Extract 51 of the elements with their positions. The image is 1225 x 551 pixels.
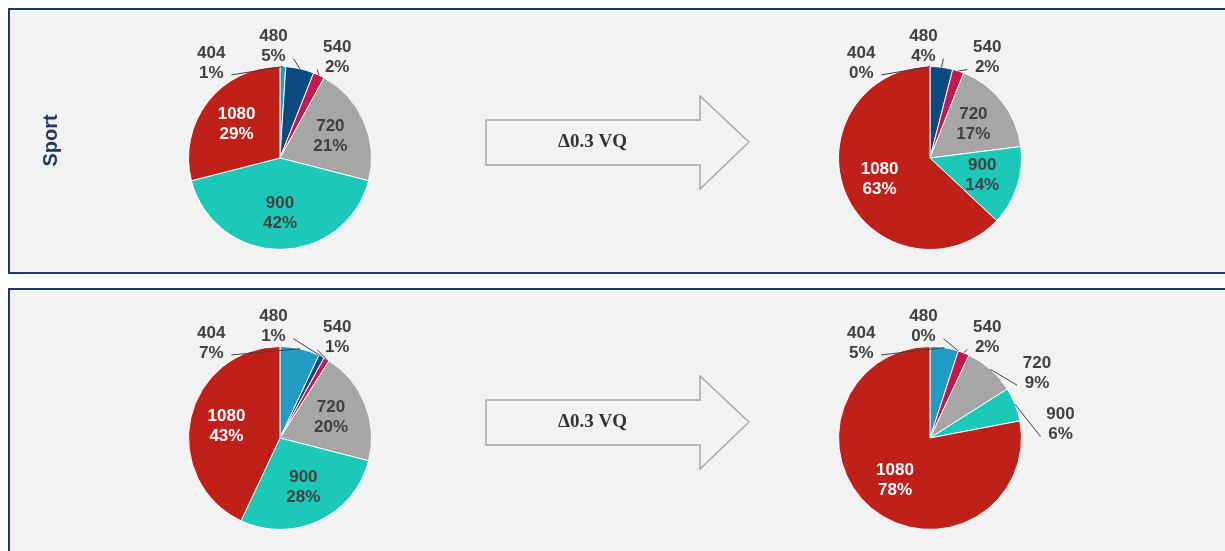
slice-label: 1080 [207, 405, 246, 425]
text: Δ0.3 VQ [557, 130, 628, 152]
slice-label: 900 [289, 467, 318, 487]
data-label: 2% [324, 57, 350, 77]
data-label: 2% [974, 337, 1000, 357]
slice-label: 720 [316, 115, 345, 135]
slice-label: 900 [968, 154, 997, 174]
slice-label: 1080 [860, 159, 899, 179]
slice-label: 720 [1022, 352, 1052, 372]
data-label: 29% [219, 124, 254, 144]
data-label: 1% [198, 62, 224, 82]
data-label: 4% [911, 46, 936, 66]
data-label: 78% [877, 479, 913, 499]
data-label: 9% [1024, 372, 1050, 392]
slice-label: 404 [847, 322, 876, 342]
slice-label: 540 [323, 37, 352, 57]
data-label: 1% [324, 337, 350, 357]
slice-label: 480 [259, 306, 288, 326]
data-label: 42% [262, 212, 298, 232]
data-label: 1% [261, 326, 286, 346]
slice-label: 1080 [217, 104, 256, 124]
slice-label: 900 [1046, 404, 1075, 424]
data-label: 6% [1048, 424, 1073, 444]
data-label: 5% [848, 342, 874, 362]
data-label: 63% [862, 179, 897, 199]
slice-label: 404 [197, 322, 226, 342]
slice-label: 900 [265, 192, 295, 212]
text: 0% [911, 326, 936, 346]
data-label: 28% [286, 487, 321, 507]
slice-label: 404 [197, 42, 226, 62]
slice-label: 1080 [876, 459, 914, 479]
data-label: 17% [956, 124, 991, 144]
slice-label: 480 [909, 26, 938, 46]
data-label: 43% [209, 425, 244, 445]
text: Sport [38, 113, 62, 169]
data-label: 7% [198, 342, 224, 362]
category-label: 404 [847, 42, 876, 62]
text: Δ0.3 VQ [557, 410, 628, 432]
data-label: 20% [314, 417, 349, 437]
slice-label: 540 [323, 317, 352, 337]
category-label: 480 [909, 306, 938, 326]
slice-label: 720 [316, 397, 346, 417]
data-label: 21% [313, 135, 348, 155]
data-label: 14% [965, 174, 1000, 194]
slice-label: 480 [259, 26, 288, 46]
slice-label: 540 [973, 317, 1002, 337]
slice-label: 720 [959, 104, 988, 124]
data-label: 2% [974, 57, 1000, 77]
data-label: 5% [261, 46, 286, 66]
slice-label: 540 [973, 37, 1002, 57]
text: 0% [848, 62, 874, 82]
